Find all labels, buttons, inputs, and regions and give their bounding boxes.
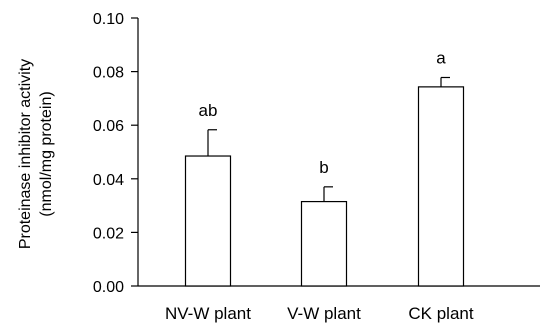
x-tick-label: CK plant [408,304,473,323]
significance-letter: a [436,48,446,67]
y-axis-label-line: (nmol/mg protein) [38,91,55,216]
y-axis-label-line: Proteinase inhibitor activity [17,59,34,249]
y-tick-label: 0.04 [93,172,124,189]
y-axis-label: Proteinase inhibitor activity (nmol/mg pr… [17,59,55,249]
y-tick-label: 0.08 [93,65,124,82]
bar [300,200,348,287]
x-tick-label: V-W plant [287,304,361,323]
y-axis: 0.00 0.02 0.04 0.06 0.08 0.10 [93,11,139,296]
x-tick-label: NV-W plant [165,304,251,323]
x-axis: NV-W plant V-W plant CK plant [138,285,540,323]
bars: ab b a [184,48,465,287]
bar [417,86,465,287]
y-tick-label: 0.02 [93,225,124,242]
y-tick-label: 0.06 [93,118,124,135]
bar [184,155,232,287]
y-tick-label: 0.00 [93,279,124,296]
significance-letter: b [319,158,328,177]
y-tick-label: 0.10 [93,11,124,28]
significance-letter: ab [199,101,218,120]
